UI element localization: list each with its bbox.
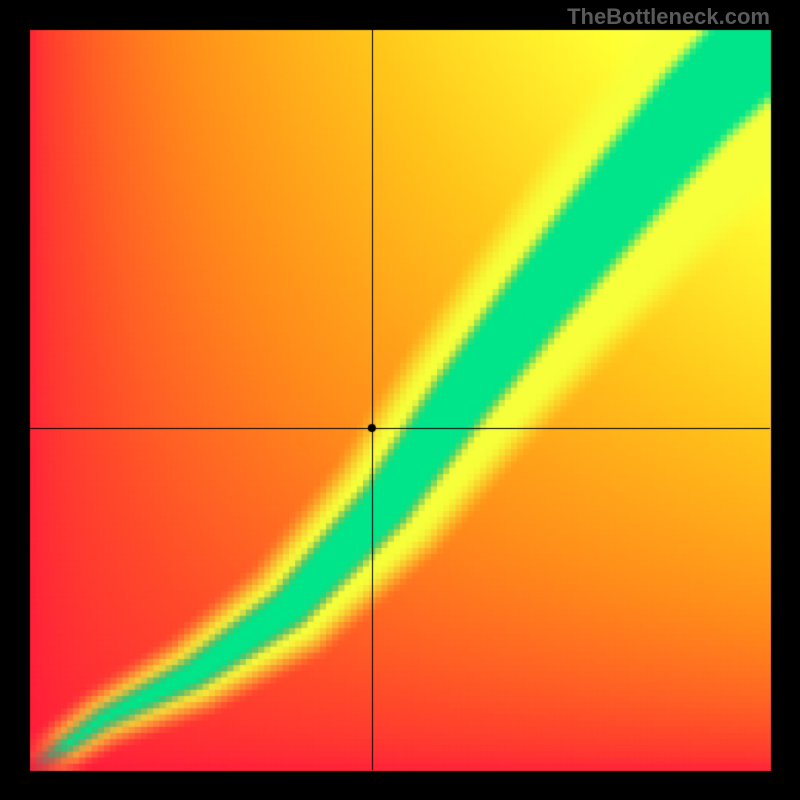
bottleneck-heatmap bbox=[0, 0, 800, 800]
watermark-label: TheBottleneck.com bbox=[567, 4, 770, 30]
chart-container: TheBottleneck.com bbox=[0, 0, 800, 800]
